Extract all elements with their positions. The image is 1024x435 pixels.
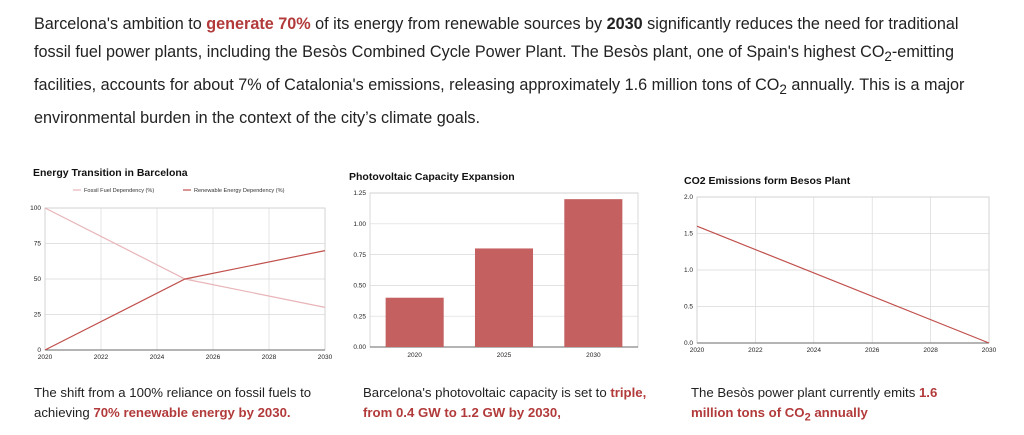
- chart1-xtick-label: 2024: [150, 354, 165, 361]
- chart1-ytick-label: 25: [34, 312, 42, 319]
- chart1-legend-label-1: Renewable Energy Dependency (%): [194, 188, 285, 194]
- chart3-ytick-label: 1.5: [684, 231, 693, 238]
- chart1-xtick-label: 2022: [94, 354, 109, 361]
- caption-photovoltaic: Barcelona's photovoltaic capacity is set…: [363, 383, 653, 423]
- chart1-ytick-label: 75: [34, 241, 42, 248]
- chart2-bar: [385, 297, 444, 347]
- intro-text-2: of its energy from renewable sources by: [310, 15, 607, 33]
- chart3-xtick-label: 2020: [690, 347, 705, 354]
- chart1-series-line-1: [44, 250, 326, 351]
- caption2-highlight: triple, from 0.4 GW to 1.2 GW by 2030,: [363, 385, 647, 420]
- energy-transition-chart: Energy Transition in Barcelona 0 25 50 75 10…: [28, 160, 338, 370]
- caption-energy-transition: The shift from a 100% reliance on fossil…: [34, 383, 334, 423]
- chart1-legend-label-0: Fossil Fuel Dependency (%): [84, 188, 154, 194]
- chart2-ytick-label: 1.00: [353, 221, 366, 228]
- caption1-highlight: 70% renewable energy by 2030.: [93, 405, 291, 420]
- photovoltaic-svg: Photovoltaic Capacity Expansion 0.00 0.25…: [349, 171, 639, 359]
- chart1-xtick-label: 2020: [38, 354, 53, 361]
- caption1-text: The shift from a 100% reliance on fossil…: [34, 385, 312, 420]
- chart2-ytick-label: 1.25: [353, 190, 366, 197]
- chart1-ytick-label: 50: [34, 276, 42, 283]
- chart3-xtick-label: 2024: [807, 347, 822, 354]
- photovoltaic-chart: Photovoltaic Capacity Expansion 0.00 0.25…: [345, 160, 645, 370]
- chart1-xtick-label: 2026: [206, 354, 221, 361]
- caption3-sub: 2: [804, 411, 811, 424]
- intro-text-5: annually. This is a major environmental …: [34, 76, 965, 128]
- caption3-highlight: 1.6 million tons of CO: [691, 385, 938, 420]
- caption-co2: The Besòs power plant currently emits 1.…: [691, 383, 981, 428]
- chart3-ytick-label: 0.0: [684, 340, 693, 347]
- chart2-bar: [564, 199, 623, 347]
- chart1-xtick-label: 2030: [318, 354, 333, 361]
- intro-text-3: significantly reduces the need for tradi…: [34, 15, 959, 61]
- intro-text-1: Barcelona's ambition to: [34, 15, 207, 33]
- co2-emissions-svg: CO2 Emissions form Besos Plant 0.0 0.5 1.0…: [684, 175, 997, 354]
- energy-transition-svg: Energy Transition in Barcelona 0 25 50 75 10…: [30, 167, 333, 361]
- chart3-xtick-label: 2026: [865, 347, 880, 354]
- chart3-xtick-label: 2028: [923, 347, 938, 354]
- chart3-ytick-label: 1.0: [684, 267, 693, 274]
- chart2-xtick-label: 2025: [497, 352, 512, 359]
- intro-sub-2: 2: [779, 82, 787, 98]
- chart3-series-line-0: [696, 225, 990, 344]
- intro-bold-2030: 2030: [606, 15, 643, 33]
- chart2-ytick-label: 0.00: [353, 344, 366, 351]
- co2-emissions-chart: CO2 Emissions form Besos Plant 0.0 0.5 1.0…: [672, 160, 1002, 370]
- chart2-xtick-label: 2020: [407, 352, 422, 359]
- chart1-xtick-label: 2028: [262, 354, 277, 361]
- chart1-series-line-0: [44, 207, 326, 308]
- chart1-ytick-label: 100: [30, 205, 41, 212]
- chart1-title: Energy Transition in Barcelona: [33, 167, 188, 179]
- chart2-xtick-label: 2030: [586, 352, 601, 359]
- chart2-ytick-label: 0.50: [353, 283, 366, 290]
- chart1-ytick-label: 0: [37, 347, 41, 354]
- chart3-ytick-label: 0.5: [684, 304, 693, 311]
- caption3-highlight-end: annually: [810, 405, 868, 420]
- intro-paragraph: Barcelona's ambition to generate 70% of …: [34, 10, 984, 132]
- intro-sub-1: 2: [884, 49, 892, 65]
- caption2-text: Barcelona's photovoltaic capacity is set…: [363, 385, 611, 400]
- chart3-ytick-label: 2.0: [684, 194, 693, 201]
- chart3-title: CO2 Emissions form Besos Plant: [684, 175, 851, 187]
- caption3-text: The Besòs power plant currently emits: [691, 385, 919, 400]
- chart3-xtick-label: 2030: [982, 347, 997, 354]
- chart2-bar: [474, 248, 534, 347]
- chart2-ytick-label: 0.75: [353, 252, 366, 259]
- chart2-title: Photovoltaic Capacity Expansion: [349, 171, 515, 183]
- chart2-ytick-label: 0.25: [353, 313, 366, 320]
- intro-highlight-70: generate 70%: [206, 15, 311, 33]
- intro-text-4: -emitting facilities, accounts for about…: [34, 43, 954, 95]
- chart3-xtick-label: 2022: [748, 347, 763, 354]
